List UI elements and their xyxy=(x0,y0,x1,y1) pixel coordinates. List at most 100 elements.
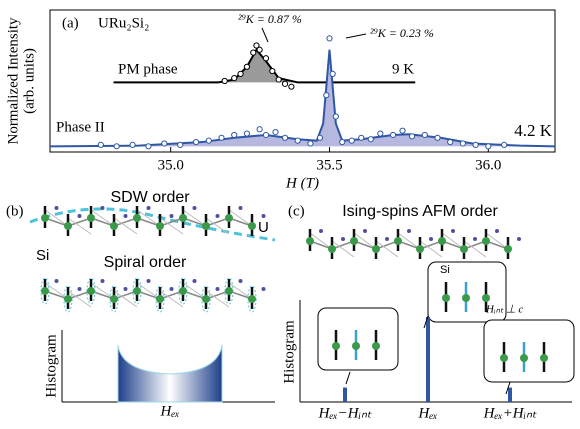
insets xyxy=(317,261,575,383)
u-label: U xyxy=(258,219,269,236)
panel-label: (c) xyxy=(288,203,305,219)
si-atom xyxy=(123,287,128,291)
bond xyxy=(485,232,509,250)
x-tick-label: 35.5 xyxy=(316,157,342,173)
data-point xyxy=(221,77,228,85)
bar xyxy=(343,387,347,402)
u-atom xyxy=(540,354,548,362)
u-atom xyxy=(306,237,314,245)
si-atom xyxy=(261,287,266,291)
inset-box xyxy=(483,319,575,383)
chart-title: Ising-spins AFM order xyxy=(342,203,498,220)
u-atom xyxy=(462,294,470,302)
y-label: Histogram xyxy=(281,320,297,384)
u-atom xyxy=(482,237,490,245)
bond xyxy=(397,232,421,250)
data-point xyxy=(485,143,492,150)
pointer xyxy=(423,315,429,329)
bond xyxy=(136,282,161,300)
si-atom xyxy=(341,237,345,241)
bond xyxy=(159,217,184,235)
series-name: PM phase xyxy=(118,61,178,77)
data-point xyxy=(316,134,324,141)
bond xyxy=(67,290,92,308)
x-tick-label: 36.0 xyxy=(475,157,501,173)
si-atom xyxy=(192,279,197,283)
fit-area xyxy=(113,49,416,83)
u-atom xyxy=(332,342,340,350)
inset-label: Hᵢₙₜ ⊥ c xyxy=(485,304,523,316)
si-atom xyxy=(407,229,411,233)
si-atom xyxy=(146,206,151,210)
bar xyxy=(508,387,512,402)
chart-title: URu₂Si₂ xyxy=(98,15,149,31)
annotation-arrow xyxy=(261,27,269,43)
u-atom xyxy=(133,214,141,222)
spiral-title: Spiral order xyxy=(104,254,187,271)
bond xyxy=(375,240,399,258)
u-atom xyxy=(352,342,360,350)
hist-y-label: Histogram xyxy=(43,334,59,398)
data-point xyxy=(193,138,200,146)
data-point xyxy=(218,134,225,141)
bond xyxy=(182,282,207,300)
data-point xyxy=(231,131,238,139)
bond xyxy=(90,282,115,300)
si-atom xyxy=(215,287,220,291)
si-atom xyxy=(100,206,105,210)
data-point xyxy=(434,134,441,141)
data-point xyxy=(97,141,104,148)
si-atom xyxy=(319,229,323,233)
fit-line xyxy=(49,49,556,148)
bond xyxy=(228,282,253,300)
u-atom xyxy=(416,245,424,253)
data-point xyxy=(275,76,282,83)
u-atom xyxy=(110,295,118,303)
bond xyxy=(205,290,230,300)
u-atom xyxy=(156,222,164,230)
si-atom xyxy=(238,206,243,210)
si-atom xyxy=(429,237,433,241)
u-atom xyxy=(372,245,380,253)
si-atom xyxy=(77,287,82,291)
u-atom xyxy=(460,245,468,253)
bond xyxy=(67,217,92,235)
si-atom xyxy=(77,214,82,218)
si-atom xyxy=(238,279,243,283)
u-atom xyxy=(133,287,141,295)
bond xyxy=(353,232,377,250)
u-atom xyxy=(225,287,233,295)
data-point xyxy=(262,55,270,62)
si-atom xyxy=(54,279,59,283)
annotation: ²⁹K = 0.87 % xyxy=(238,12,302,26)
bond xyxy=(113,290,138,308)
u-atom xyxy=(87,287,95,295)
si-atom xyxy=(517,237,521,241)
bond xyxy=(182,209,207,227)
u-atom xyxy=(156,295,164,303)
data-point xyxy=(256,126,263,133)
pointer xyxy=(505,381,511,395)
bond xyxy=(113,217,138,227)
x-tick-label: Hₑₓ+Hᵢₙₜ xyxy=(483,405,537,421)
sdw-envelope xyxy=(29,207,276,242)
data-point xyxy=(399,127,406,134)
data-point xyxy=(459,140,466,147)
u-atom xyxy=(110,222,118,230)
u-atom xyxy=(372,342,380,350)
data-point xyxy=(447,138,454,146)
bond xyxy=(44,282,69,300)
data-point xyxy=(237,70,244,78)
bond xyxy=(113,290,138,300)
x-label: H (T) xyxy=(285,175,319,191)
bond xyxy=(228,217,253,227)
u-atom xyxy=(64,222,72,230)
inset-label: Si xyxy=(440,264,450,276)
bond xyxy=(44,209,69,227)
data-point xyxy=(332,113,339,120)
u-atom xyxy=(41,287,49,295)
si-label: Si xyxy=(36,247,49,264)
bond xyxy=(463,240,487,258)
u-atom xyxy=(179,214,187,222)
si-atom xyxy=(169,287,174,291)
